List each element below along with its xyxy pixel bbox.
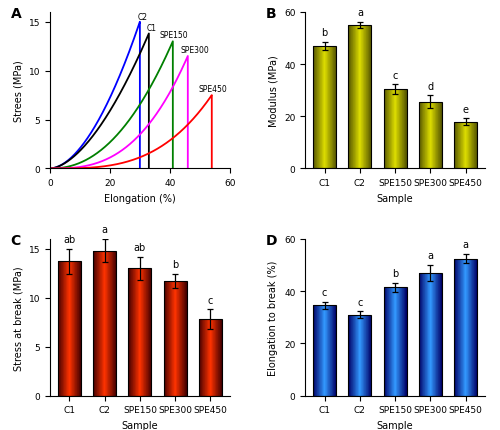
Text: d: d (428, 82, 434, 92)
Text: a: a (428, 251, 434, 261)
Text: c: c (357, 297, 362, 307)
Bar (199, 319, 222, 396)
Bar (454, 122, 477, 169)
Text: SPE450: SPE450 (198, 85, 227, 94)
Text: a: a (102, 225, 107, 235)
Bar (164, 281, 186, 396)
Text: ab: ab (134, 243, 146, 252)
Text: a: a (357, 8, 363, 18)
Text: SPE300: SPE300 (180, 46, 209, 55)
Text: SPE150: SPE150 (160, 31, 188, 40)
Text: D: D (266, 233, 277, 247)
Text: c: c (322, 287, 328, 297)
X-axis label: Elongation (%): Elongation (%) (104, 194, 176, 203)
Text: a: a (462, 240, 468, 249)
Text: b: b (172, 260, 178, 270)
Bar (419, 103, 442, 169)
Bar (384, 90, 406, 169)
Y-axis label: Elongation to break (%): Elongation to break (%) (268, 260, 278, 375)
Text: c: c (208, 295, 213, 305)
Text: C1: C1 (146, 25, 156, 34)
Text: e: e (462, 104, 468, 114)
Text: C2: C2 (138, 13, 147, 22)
Bar (348, 26, 372, 169)
Text: c: c (392, 71, 398, 80)
Text: b: b (322, 28, 328, 38)
Text: ab: ab (64, 234, 76, 245)
Bar (419, 273, 442, 396)
Bar (384, 288, 406, 396)
Bar (58, 262, 81, 396)
Bar (454, 259, 477, 396)
Bar (313, 47, 336, 169)
Y-axis label: Modulus (MPa): Modulus (MPa) (268, 55, 278, 127)
Y-axis label: Stress at break (MPa): Stress at break (MPa) (13, 265, 23, 370)
Text: C: C (10, 233, 20, 247)
X-axis label: Sample: Sample (377, 194, 414, 203)
X-axis label: Sample: Sample (122, 420, 158, 430)
Bar (313, 306, 336, 396)
Text: A: A (10, 6, 21, 21)
Text: b: b (392, 268, 398, 278)
X-axis label: Sample: Sample (377, 420, 414, 430)
Bar (128, 269, 152, 396)
Text: B: B (266, 6, 276, 21)
Bar (348, 315, 372, 396)
Bar (93, 251, 116, 396)
Y-axis label: Strees (MPa): Strees (MPa) (13, 60, 23, 122)
